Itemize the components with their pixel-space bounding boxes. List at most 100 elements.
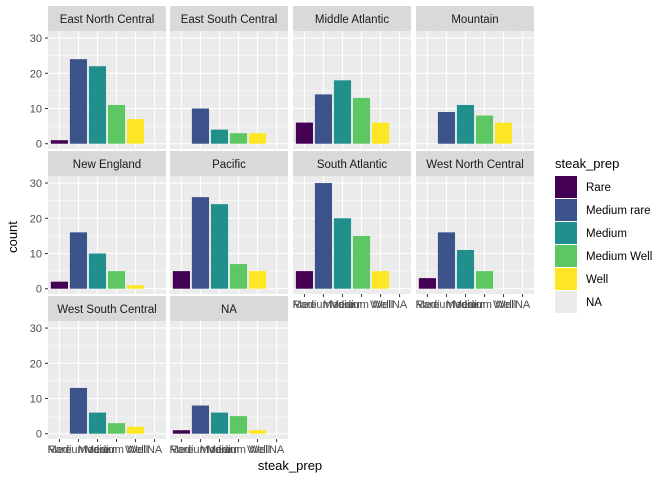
facet-strip: [293, 151, 411, 176]
bar: [314, 94, 333, 144]
legend-label: Medium: [586, 228, 627, 240]
y-tick-label: 0: [36, 139, 42, 151]
y-tick-label: 0: [36, 284, 42, 296]
facet-panel: Middle Atlantic: [293, 6, 411, 149]
facet-strip: [416, 6, 534, 31]
facet-strip-label: NA: [221, 304, 237, 316]
bar: [69, 59, 88, 144]
bar: [314, 183, 333, 289]
legend-key: [555, 176, 577, 198]
x-tick-label: Medium Well: [85, 444, 148, 456]
facet-strip-label: West North Central: [426, 159, 524, 171]
x-tick-label: Medium rare: [48, 444, 110, 456]
bar: [229, 416, 248, 434]
bar: [333, 80, 352, 144]
y-tick-label: 30: [30, 178, 42, 190]
bar: [248, 133, 267, 144]
facet-panel: East North Central 0 10 20 30: [30, 6, 166, 151]
x-tick-label: Medium Well: [330, 299, 393, 311]
facet-strip-label: Pacific: [212, 159, 246, 171]
bar: [352, 97, 371, 144]
panel-background: [170, 31, 288, 149]
bar: [88, 66, 107, 144]
bar: [229, 133, 248, 144]
legend-label: Medium rare: [586, 205, 651, 217]
legend-label: Well: [586, 274, 608, 286]
y-tick-label: 20: [30, 213, 42, 225]
x-tick-label: Medium: [446, 299, 485, 311]
bar: [191, 405, 210, 434]
bar: [172, 271, 190, 289]
x-tick-label: Medium: [200, 444, 239, 456]
facet-strip: [170, 151, 288, 176]
bar: [352, 235, 371, 289]
legend-title: steak_prep: [555, 156, 619, 171]
y-tick-label: 30: [30, 323, 42, 335]
facet-panel: Pacific: [170, 151, 288, 294]
y-tick-label: 10: [30, 248, 42, 260]
bar: [107, 271, 126, 289]
facet-panel: Mountain: [416, 6, 534, 149]
bar: [210, 129, 229, 144]
panel-background: [48, 176, 166, 294]
bar: [50, 140, 68, 144]
bar: [107, 104, 126, 144]
panel-background: [416, 31, 534, 149]
x-tick-label: Well: [125, 444, 146, 456]
x-tick-label: Medium: [323, 299, 362, 311]
legend-label: NA: [586, 297, 602, 309]
bar: [229, 264, 248, 289]
bar: [475, 115, 494, 144]
bar: [248, 430, 267, 434]
bar: [494, 122, 513, 144]
bar: [248, 271, 267, 289]
x-tick-label: Medium rare: [293, 299, 355, 311]
y-tick-label: 0: [36, 429, 42, 441]
facet-strip: [48, 296, 166, 321]
bar: [456, 104, 475, 144]
legend-key: [555, 245, 577, 267]
bar: [126, 285, 145, 289]
facet-strip: [170, 6, 288, 31]
bar: [333, 218, 352, 289]
y-tick-label: 20: [30, 68, 42, 80]
x-tick-label: NA: [269, 444, 285, 456]
bar: [172, 430, 190, 434]
x-tick-label: Rare: [169, 444, 193, 456]
bar: [191, 197, 210, 289]
x-tick-label: Rare: [415, 299, 439, 311]
x-tick-label: Medium rare: [416, 299, 478, 311]
bar: [191, 108, 210, 144]
bar: [50, 281, 68, 289]
x-tick-label: Rare: [292, 299, 316, 311]
panel-background: [48, 31, 166, 149]
y-axis-title: count: [5, 221, 20, 253]
bar: [295, 122, 313, 144]
x-tick-label: Well: [247, 444, 268, 456]
bar: [437, 232, 456, 289]
legend-key: [555, 291, 577, 313]
panel-background: [48, 321, 166, 439]
bar: [371, 122, 390, 144]
legend: steak_prep Rare Medium rare Medium Medium W…: [555, 156, 652, 313]
bar: [69, 232, 88, 289]
bar: [295, 271, 313, 289]
x-tick-label: Rare: [47, 444, 71, 456]
bar: [475, 271, 494, 289]
facet-strip: [170, 296, 288, 321]
facet-panel: New England 0 10 20 30: [30, 151, 166, 296]
facet-strip: [416, 151, 534, 176]
bar: [437, 112, 456, 144]
legend-key: [555, 268, 577, 290]
y-tick-label: 30: [30, 33, 42, 45]
legend-key: [555, 222, 577, 244]
panel-background: [416, 176, 534, 294]
x-tick-label: Medium: [78, 444, 117, 456]
y-tick-label: 10: [30, 393, 42, 405]
facet-panels: East North Central 0 10 20 30 East South Cent…: [30, 6, 534, 456]
y-tick-label: 20: [30, 358, 42, 370]
x-tick-label: Well: [493, 299, 514, 311]
